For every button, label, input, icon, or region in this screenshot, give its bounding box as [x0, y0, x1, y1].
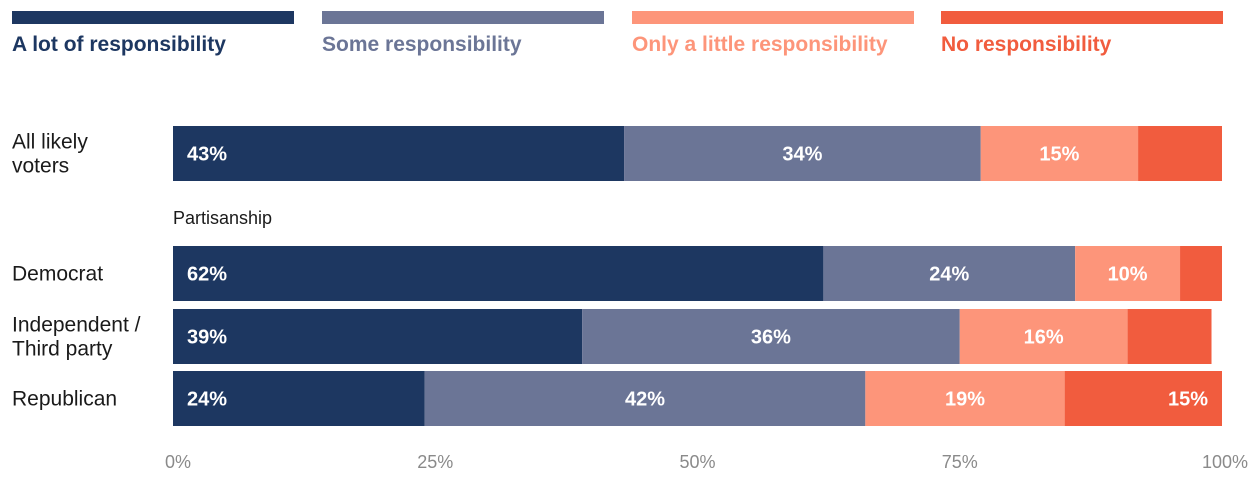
legend-swatch	[12, 11, 294, 24]
bar-segment	[173, 309, 583, 364]
data-label: 36%	[751, 327, 791, 349]
bar-segment	[173, 246, 824, 301]
legend-swatch	[941, 11, 1223, 24]
data-label: 42%	[625, 389, 665, 411]
bar-segment	[980, 126, 1139, 181]
category-label: Republican	[12, 388, 117, 411]
category-label: All likely	[12, 131, 88, 154]
group-label: Partisanship	[173, 208, 272, 228]
bar-segment	[424, 371, 866, 426]
category-label: voters	[12, 155, 69, 178]
data-label: 24%	[187, 389, 227, 411]
legend-label: No responsibility	[941, 33, 1112, 56]
bar-segment	[1138, 126, 1222, 181]
data-label: 16%	[1024, 327, 1064, 349]
bar-segment	[823, 246, 1076, 301]
bar-segment	[624, 126, 981, 181]
data-label: 19%	[945, 389, 985, 411]
x-tick-label: 100%	[1202, 452, 1248, 472]
data-label: 43%	[187, 144, 227, 166]
bar-segment	[173, 126, 625, 181]
category-label: Independent /	[12, 314, 141, 337]
data-label: 39%	[187, 327, 227, 349]
bar-segment	[1180, 246, 1222, 301]
category-label: Democrat	[12, 263, 103, 286]
category-label: Third party	[12, 338, 113, 361]
bar-segment	[582, 309, 960, 364]
legend-swatch	[322, 11, 604, 24]
x-tick-label: 0%	[165, 452, 191, 472]
legend-label: Some responsibility	[322, 33, 522, 56]
data-label: 10%	[1108, 264, 1148, 286]
x-tick-label: 50%	[679, 452, 715, 472]
data-label: 62%	[187, 264, 227, 286]
data-label: 15%	[1168, 389, 1208, 411]
bar-segment	[959, 309, 1128, 364]
bar-segment	[173, 371, 425, 426]
bar-segment	[865, 371, 1065, 426]
legend-label: Only a little responsibility	[632, 33, 888, 56]
bar-segment	[1075, 246, 1181, 301]
bar-segment	[1127, 309, 1212, 364]
bar-segment	[1064, 371, 1222, 426]
legend-label: A lot of responsibility	[12, 33, 226, 56]
x-tick-label: 75%	[942, 452, 978, 472]
data-label: 34%	[782, 144, 822, 166]
data-label: 24%	[929, 264, 969, 286]
data-label: 15%	[1039, 144, 1079, 166]
legend-swatch	[632, 11, 914, 24]
x-tick-label: 25%	[417, 452, 453, 472]
